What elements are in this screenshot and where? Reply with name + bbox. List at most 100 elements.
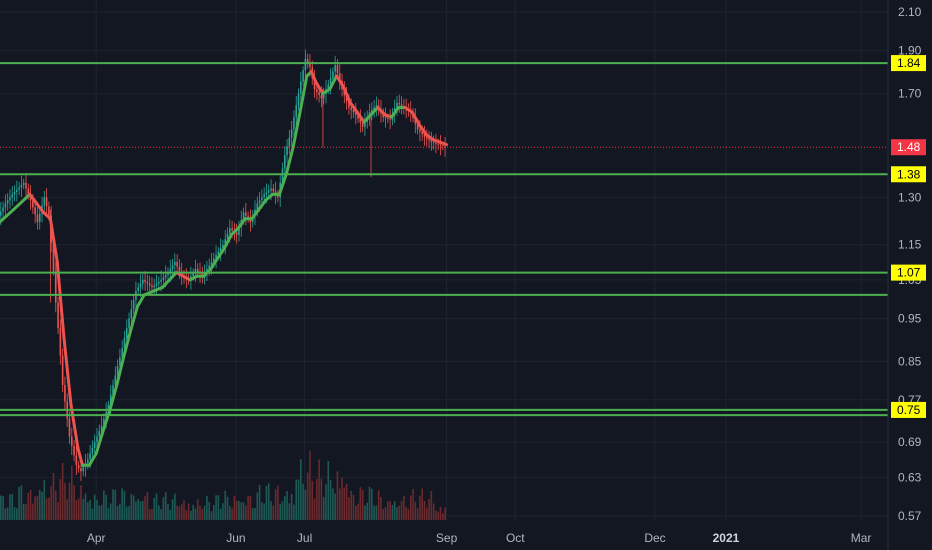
volume-bar xyxy=(435,510,437,520)
candle-body xyxy=(100,425,103,432)
volume-bar xyxy=(54,490,57,520)
candle-body xyxy=(80,468,82,472)
volume-bar xyxy=(194,508,197,520)
candle-body xyxy=(219,248,222,252)
candle-body xyxy=(155,283,158,286)
volume-bar xyxy=(338,488,341,520)
candle-body xyxy=(4,203,7,208)
volume-bar xyxy=(412,489,414,520)
volume-bar xyxy=(247,495,249,520)
candle-body xyxy=(261,197,263,201)
volume-bar xyxy=(75,500,78,520)
volume-bar xyxy=(231,508,233,520)
volume-bar xyxy=(48,497,50,520)
volume-bar xyxy=(341,477,343,520)
candle-body xyxy=(354,112,357,115)
volume-bar xyxy=(366,502,369,520)
candle-body xyxy=(89,453,91,460)
volume-bar xyxy=(293,504,295,520)
candle-body xyxy=(64,384,66,402)
volume-bar xyxy=(313,498,316,520)
candle-body xyxy=(36,214,39,222)
volume-bar xyxy=(306,472,309,520)
candle-body xyxy=(208,265,211,270)
volume-bar xyxy=(389,500,391,520)
volume-bar xyxy=(238,500,240,520)
ma-segment xyxy=(376,106,387,117)
volume-bar xyxy=(352,494,355,520)
candle-body xyxy=(419,129,421,132)
candle-body xyxy=(297,93,300,106)
price-axis[interactable]: 2.101.901.701.301.151.050.950.850.770.69… xyxy=(898,5,922,523)
volume-bar xyxy=(57,502,59,520)
candle-body xyxy=(125,328,128,339)
candle-body xyxy=(364,121,366,127)
candle-body xyxy=(148,283,151,286)
x-tick-label: Oct xyxy=(506,531,525,545)
ma-segment xyxy=(236,217,247,230)
volume-bar xyxy=(34,496,36,520)
candle-body xyxy=(334,65,336,72)
candle-body xyxy=(119,357,121,367)
volume-bar xyxy=(322,496,325,520)
candle-body xyxy=(444,146,446,148)
candle-body xyxy=(171,265,174,270)
candle-body xyxy=(32,200,34,208)
candle-body xyxy=(281,168,284,183)
candle-body xyxy=(304,58,307,71)
volume-bar xyxy=(297,479,300,520)
ma-segment xyxy=(35,201,46,215)
ma-segment xyxy=(161,278,171,289)
candle-body xyxy=(38,213,41,222)
candle-body xyxy=(348,101,350,108)
volume-bar xyxy=(359,487,362,520)
candle-body xyxy=(432,142,435,144)
y-tick-label: 1.70 xyxy=(898,87,922,101)
ma-segment xyxy=(291,110,302,149)
volume-bar xyxy=(162,497,165,520)
candle-body xyxy=(270,188,272,191)
candle-body xyxy=(226,233,229,240)
ma-segment xyxy=(48,217,59,264)
volume-bar xyxy=(425,507,428,520)
volume-bar xyxy=(421,488,423,520)
time-axis[interactable]: Apr Jun Jul Sep Oct Dec 2021 Mar xyxy=(87,531,872,545)
candle-body xyxy=(442,145,444,147)
volume-bar xyxy=(437,511,440,520)
ma-segment xyxy=(101,408,112,433)
horizontal-levels[interactable] xyxy=(0,62,888,417)
volume-bar xyxy=(64,482,66,520)
volume-bar xyxy=(279,503,281,520)
ma-segment xyxy=(55,260,66,341)
candle-body xyxy=(416,123,419,130)
volume-bar xyxy=(224,490,227,520)
ma-segment xyxy=(328,74,339,91)
ma-segment xyxy=(390,106,400,119)
candle-body xyxy=(327,84,330,90)
volume-bar xyxy=(183,500,185,520)
candle-body xyxy=(435,142,437,144)
candle-body xyxy=(75,455,78,466)
candle-body xyxy=(48,206,50,216)
volume-bar xyxy=(91,508,94,520)
candle-body xyxy=(361,122,364,127)
volume-bar xyxy=(206,496,208,520)
volume-bar xyxy=(393,501,396,520)
volume-bar xyxy=(226,496,229,520)
volume-bar xyxy=(384,506,387,520)
ma-segment xyxy=(264,192,275,202)
volume-bar xyxy=(25,503,27,520)
candle-body xyxy=(160,279,162,282)
candle-body xyxy=(70,436,73,446)
volume-bar xyxy=(135,501,137,520)
candle-body xyxy=(109,394,112,405)
ma-segment xyxy=(250,207,261,221)
candle-body xyxy=(306,58,309,64)
ma-segment xyxy=(135,293,146,309)
volume-bar xyxy=(442,513,444,520)
ma-segment xyxy=(76,446,84,467)
candle-body xyxy=(178,266,181,272)
volume-bar xyxy=(43,480,46,520)
